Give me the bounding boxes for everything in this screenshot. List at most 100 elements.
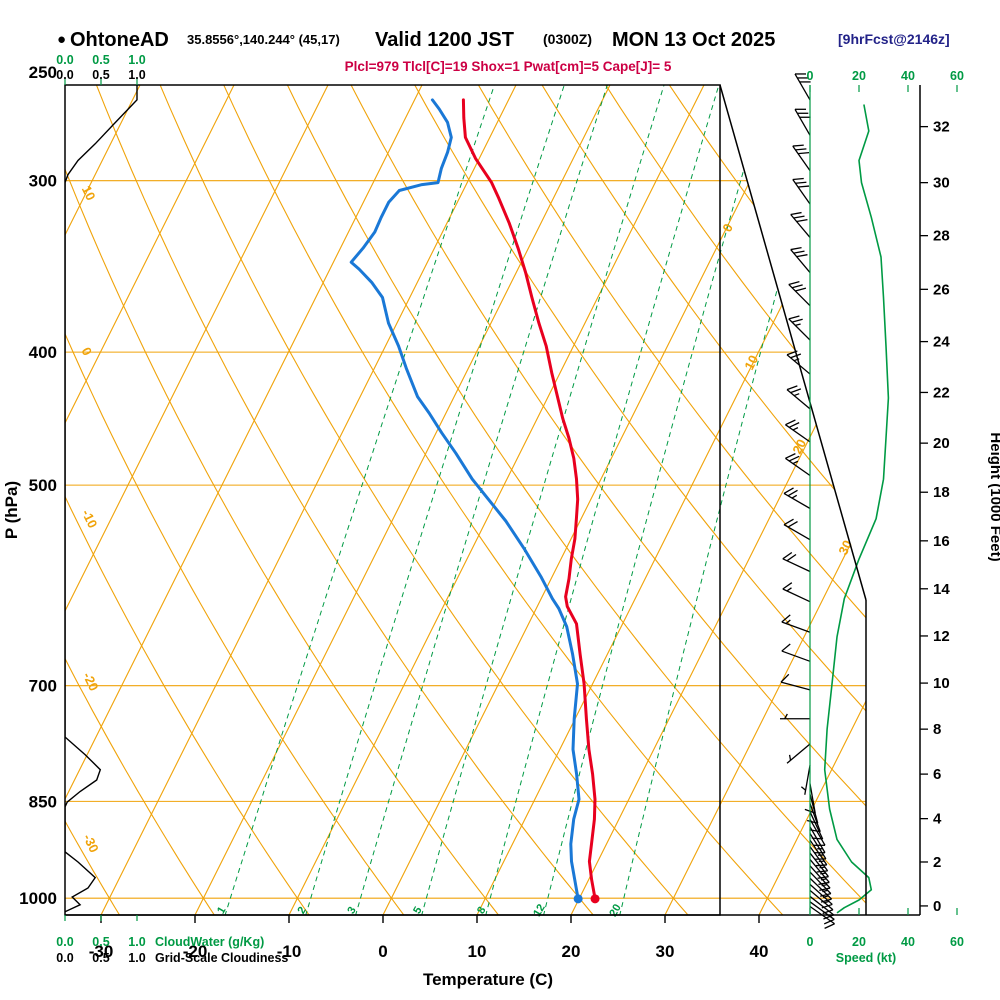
height-tick-label: 20 (933, 435, 950, 452)
mixing-ratio-line (542, 85, 773, 915)
pressure-tick-labels: 250 300 400 500 700 850 1000 (19, 63, 57, 908)
temperature-profile (461, 98, 597, 901)
speed-tick-label: 60 (950, 69, 964, 83)
isotherm-line (570, 85, 866, 915)
height-tick-label: 14 (933, 581, 950, 598)
mixing-ratio-line (354, 85, 612, 915)
cloudwater-tick-label: 1.0 (128, 935, 145, 949)
dry-adiabat-line (65, 85, 216, 915)
mixing-ratio-line (224, 85, 500, 915)
pressure-tick-label: 300 (29, 172, 57, 191)
pressure-tick-label: 700 (29, 677, 57, 696)
speed-tick-label: 0 (807, 69, 814, 83)
dry-adiabat-line (90, 85, 595, 915)
mixing-ratio-label: 20 (607, 902, 624, 919)
temp-tick-label: -10 (277, 942, 302, 961)
height-tick-label: 8 (933, 721, 941, 738)
dry-adiabat-line (533, 85, 866, 915)
valid-time-utc: (0300Z) (543, 31, 592, 47)
cloudiness-tick-label: 1.0 (128, 68, 145, 82)
mixing-ratio-line (421, 85, 669, 915)
isotherm-line (65, 85, 141, 915)
height-tick-label: 12 (933, 628, 950, 645)
cloudiness-tick-label: 0.5 (92, 68, 109, 82)
mixing-ratio-line (485, 85, 724, 915)
isotherm-line (65, 85, 423, 915)
mixing-ratio-label: 2 (295, 905, 308, 916)
isotherm-line (664, 85, 866, 915)
height-tick-label: 6 (933, 766, 941, 783)
mixing-ratio-label: 12 (531, 902, 548, 919)
cloudiness-axis-title: Grid-Scale Cloudiness (155, 951, 288, 965)
mixing-ratio-line (305, 85, 569, 915)
height-tick-label: 28 (933, 228, 950, 245)
cloudiness-profile (65, 85, 138, 913)
wind-barbs (780, 73, 835, 929)
height-tick-label: 2 (933, 854, 941, 871)
cloudwater-tick-label: 0.0 (56, 53, 73, 67)
dry-adiabat-line (723, 85, 866, 915)
mixing-ratio-label: 8 (475, 905, 488, 916)
isotherm-line (65, 85, 329, 915)
isotherm-line (100, 85, 517, 915)
chart-borders (64, 84, 921, 916)
speed-tick-label: 20 (852, 69, 866, 83)
temperature-surface-dot (590, 894, 600, 904)
height-tick-label: 30 (933, 175, 950, 192)
temp-tick-label: 10 (468, 942, 487, 961)
speed-tick-label: 40 (901, 69, 915, 83)
mixing-ratio-label: 1 (215, 905, 228, 916)
valid-time: Valid 1200 JST (375, 29, 514, 51)
dry-adiabat-label: -30 (80, 831, 102, 854)
dry-adiabat-line (65, 85, 121, 915)
dry-adiabat-line (217, 85, 784, 915)
isotherm-line (65, 85, 235, 915)
dry-adiabat-label: 10 (79, 183, 99, 203)
forecast-info: [9hrFcst@2146z] (838, 31, 950, 47)
pressure-tick-label: 250 (29, 63, 57, 82)
height-tick-label: 16 (933, 533, 950, 550)
mixing-ratio-label: 3 (345, 905, 358, 916)
sounding-parameters: Plcl=979 Tlcl[C]=19 Shox=1 Pwat[cm]=5 Ca… (345, 59, 672, 74)
dry-adiabat-line (65, 85, 311, 915)
temp-tick-label: 0 (378, 942, 387, 961)
height-tick-label: 32 (933, 119, 950, 136)
dry-adiabat-line (786, 85, 866, 915)
dry-adiabat-line (343, 85, 866, 915)
mixing-ratio-lines (224, 85, 837, 915)
temp-tick-labels: -30 -20 -10 0 10 20 30 40 (89, 915, 769, 961)
station-coords: 35.8556°,140.244° (45,17) (187, 32, 340, 47)
height-tick-label: 10 (933, 675, 950, 692)
dry-adiabat-line (849, 85, 866, 915)
isotherm-label: 20 (789, 437, 809, 457)
isotherm-line (758, 85, 866, 915)
dry-adiabat-label: 0 (78, 345, 95, 358)
cloudwater-tick-label: 0.5 (92, 53, 109, 67)
height-tick-label: 4 (933, 811, 942, 828)
orange-grid (65, 85, 866, 915)
dry-adiabat-label: -10 (79, 507, 101, 530)
temp-tick-label: 40 (750, 942, 769, 961)
temp-tick-label: 20 (562, 942, 581, 961)
cloudiness-tick-label: 0.0 (56, 951, 73, 965)
cloudwater-tick-label: 0.5 (92, 935, 109, 949)
cloudwater-axis-title: CloudWater (g/Kg) (155, 935, 264, 949)
valid-date: MON 13 Oct 2025 (612, 29, 775, 51)
station-name: OhtoneAD (70, 29, 169, 51)
temp-tick-label: -30 (89, 942, 114, 961)
pressure-tick-label: 1000 (19, 889, 57, 908)
height-tick-label: 24 (933, 334, 950, 351)
isotherm-label: 0 (719, 221, 736, 234)
dry-adiabat-line (407, 85, 866, 915)
dewpoint-surface-dot (573, 894, 583, 904)
cloudiness-tick-label: 0.5 (92, 951, 109, 965)
dry-adiabat-line (470, 85, 866, 915)
mixing-ratio-label: 5 (411, 905, 424, 916)
speed-tick-label: 40 (901, 935, 915, 949)
speed-tick-label: 20 (852, 935, 866, 949)
dry-adiabat-line (154, 85, 690, 915)
speed-tick-label: 0 (807, 935, 814, 949)
